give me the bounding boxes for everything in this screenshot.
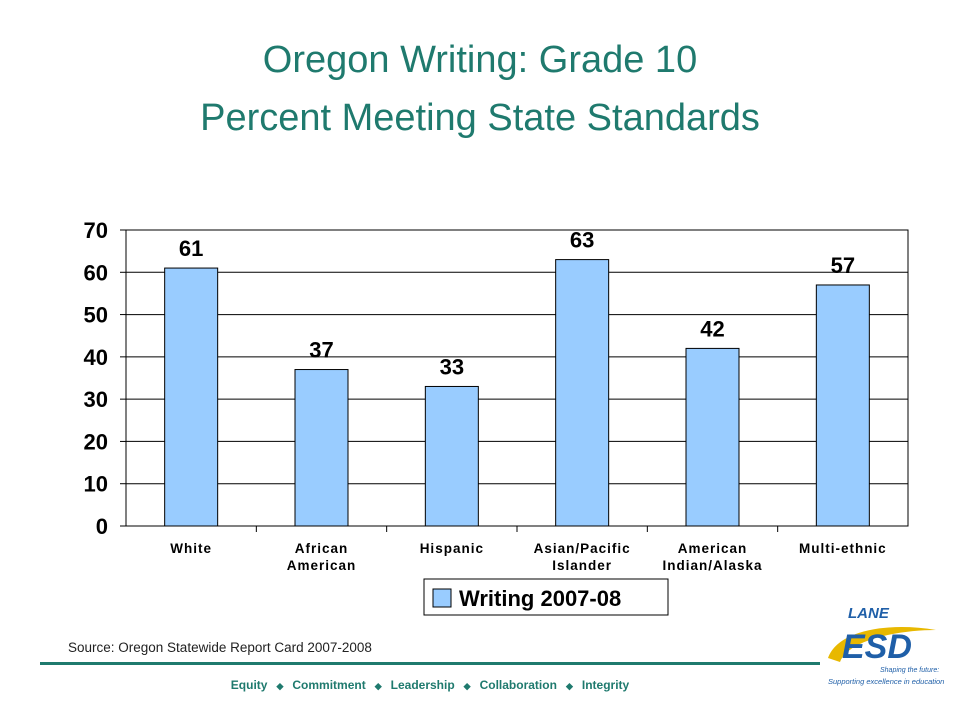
logo-tagline-2: Supporting excellence in education bbox=[828, 677, 944, 686]
data-label: 37 bbox=[309, 338, 333, 363]
bar bbox=[685, 347, 740, 527]
logo-swoosh-icon bbox=[828, 627, 936, 662]
footer-item: Leadership bbox=[390, 678, 455, 692]
x-tick-label: White bbox=[170, 541, 212, 556]
y-tick-label: 60 bbox=[84, 260, 108, 285]
logo-lane-text: LANE bbox=[848, 605, 890, 622]
y-tick-label: 10 bbox=[84, 472, 108, 497]
data-label: 61 bbox=[179, 236, 203, 261]
footer-separator-icon: ◆ bbox=[374, 681, 382, 691]
legend-label: Writing 2007-08 bbox=[459, 586, 621, 611]
x-tick-label: Islander bbox=[552, 558, 612, 573]
logo-tagline-1: Shaping the future: bbox=[880, 667, 939, 674]
chart-title-line1: Oregon Writing: Grade 10 bbox=[262, 39, 698, 81]
y-tick-label: 50 bbox=[84, 303, 108, 328]
bar bbox=[294, 369, 349, 527]
legend-box bbox=[423, 578, 669, 616]
footer-divider bbox=[40, 662, 820, 665]
footer-item: Commitment bbox=[292, 678, 366, 692]
x-tick-label: Hispanic bbox=[420, 541, 484, 556]
y-tick-label: 40 bbox=[84, 345, 108, 370]
lane-esd-logo: LANE ESD Shaping the future: Supporting … bbox=[828, 605, 944, 686]
x-tick-label: American bbox=[678, 541, 748, 556]
data-label: 42 bbox=[700, 316, 724, 341]
x-tick-label: American bbox=[287, 558, 357, 573]
x-tick-label: African bbox=[295, 541, 349, 556]
data-label: 63 bbox=[570, 228, 594, 253]
legend-swatch bbox=[432, 588, 452, 608]
logo-esd-text: ESD bbox=[842, 628, 912, 666]
x-tick-label: Asian/Pacific bbox=[534, 541, 631, 556]
footer-item: Integrity bbox=[581, 678, 630, 692]
y-tick-label: 0 bbox=[96, 514, 108, 539]
footer-separator-icon: ◆ bbox=[463, 681, 471, 691]
footer-values: Equity ◆ Commitment ◆ Leadership ◆ Collaborati… bbox=[40, 678, 820, 692]
footer-separator-icon: ◆ bbox=[565, 681, 573, 691]
plot-area-frame bbox=[125, 229, 909, 527]
data-label: 33 bbox=[440, 354, 464, 379]
data-label: 57 bbox=[831, 253, 855, 278]
bar bbox=[164, 267, 219, 527]
y-tick-label: 30 bbox=[84, 387, 108, 412]
footer-separator-icon: ◆ bbox=[276, 681, 284, 691]
bar bbox=[555, 259, 610, 527]
y-tick-label: 20 bbox=[84, 429, 108, 454]
bar-chart: 0 10 20 30 40 50 60 70 61 White 37 African American 3… bbox=[84, 218, 909, 616]
footer-item: Collaboration bbox=[479, 678, 557, 692]
x-tick-label: Multi-ethnic bbox=[799, 541, 887, 556]
source-note: Source: Oregon Statewide Report Card 200… bbox=[68, 640, 372, 655]
x-tick-label: Indian/Alaska bbox=[662, 558, 762, 573]
chart-title-line2: Percent Meeting State Standards bbox=[200, 97, 760, 139]
footer-item: Equity bbox=[230, 678, 268, 692]
y-tick-label: 70 bbox=[84, 218, 108, 243]
bar bbox=[424, 385, 479, 527]
bar bbox=[815, 284, 870, 527]
